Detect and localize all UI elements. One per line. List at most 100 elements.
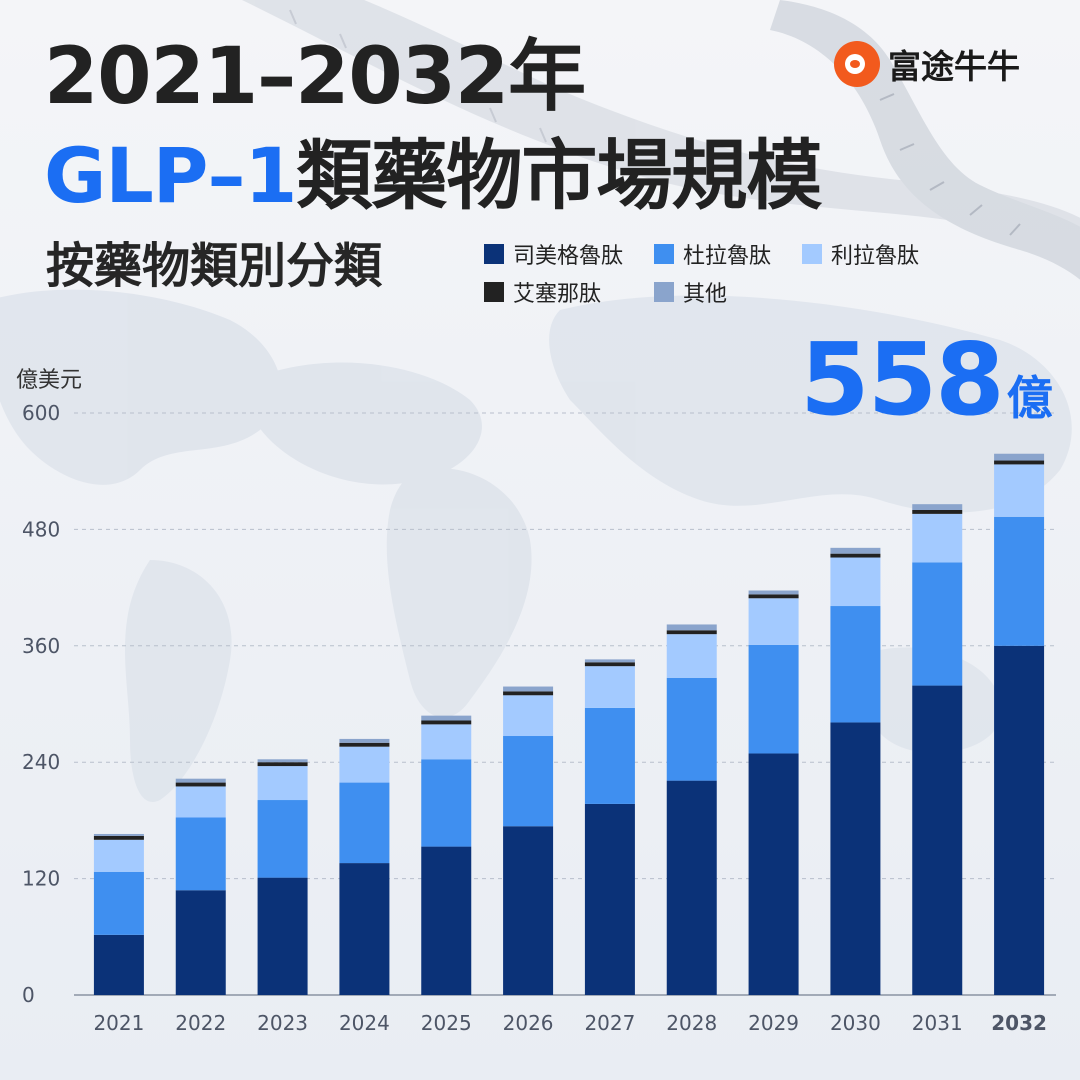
legend-swatch xyxy=(654,244,674,264)
bar-segment xyxy=(503,686,554,692)
bar-segment xyxy=(748,644,799,754)
x-tick-label: 2028 xyxy=(666,1011,717,1035)
callout-value: 558 xyxy=(800,321,1005,438)
x-tick-label: 2030 xyxy=(830,1011,881,1035)
x-tick-label: 2029 xyxy=(748,1011,799,1035)
chart-legend: 司美格魯肽 杜拉魯肽 利拉魯肽 艾塞那肽 其他 xyxy=(484,238,952,308)
bar-segment xyxy=(912,685,963,995)
bar-segment xyxy=(175,890,226,995)
x-tick-label: 2021 xyxy=(93,1011,144,1035)
bar-segment xyxy=(666,634,717,678)
legend-label: 杜拉魯肽 xyxy=(683,244,772,269)
page-title-line2: GLP–1類藥物市場規模 xyxy=(44,138,822,214)
total-2032-callout: 558億 xyxy=(800,330,1053,430)
x-tick-label: 2023 xyxy=(257,1011,308,1035)
x-tick-label: 2022 xyxy=(175,1011,226,1035)
bar-segment xyxy=(666,780,717,995)
legend-item-other: 其他 xyxy=(654,276,802,308)
bar-segment xyxy=(175,782,226,787)
bar-segment xyxy=(503,695,554,737)
bar-segment xyxy=(584,662,635,667)
legend-label: 司美格魯肽 xyxy=(513,244,624,269)
bar-segment xyxy=(912,510,963,514)
bar-segment xyxy=(93,839,144,872)
bar-segment xyxy=(584,707,635,804)
bar-segment xyxy=(994,460,1045,465)
legend-item-semaglutide: 司美格魯肽 xyxy=(484,238,654,270)
bar-segment xyxy=(93,833,144,836)
x-tick-label: 2025 xyxy=(421,1011,472,1035)
bar-segment xyxy=(830,606,881,723)
bar-segment xyxy=(994,464,1045,517)
legend-label: 利拉魯肽 xyxy=(831,244,920,269)
bar-segment xyxy=(584,666,635,708)
bar-segment xyxy=(748,590,799,595)
bar-segment xyxy=(503,691,554,696)
y-tick-label: 480 xyxy=(22,517,60,541)
bar-segment xyxy=(830,553,881,558)
bar-segment xyxy=(584,803,635,995)
bar-segment xyxy=(666,630,717,635)
legend-item-dulaglutide: 杜拉魯肽 xyxy=(654,238,802,270)
bar-segment xyxy=(339,746,390,783)
title-highlight: GLP–1 xyxy=(44,131,297,220)
legend-swatch xyxy=(654,282,674,302)
legend-swatch xyxy=(484,244,504,264)
y-tick-label: 0 xyxy=(22,983,35,1007)
bar-segment xyxy=(748,598,799,645)
y-axis-unit-label: 億美元 xyxy=(16,368,83,393)
bar-segment xyxy=(994,453,1045,461)
bar-segment xyxy=(421,715,472,721)
bar-segment xyxy=(93,835,144,840)
y-tick-label: 360 xyxy=(22,634,60,658)
page-title-line1: 2021–2032年 xyxy=(44,32,586,122)
bar-segment xyxy=(175,817,226,891)
bar-segment xyxy=(339,782,390,864)
bar-segment xyxy=(93,871,144,935)
subtitle: 按藥物類別分類 xyxy=(46,238,383,294)
bar-segment xyxy=(912,504,963,510)
bar-segment xyxy=(257,762,308,767)
bar-segment xyxy=(503,736,554,827)
x-tick-label: 2031 xyxy=(912,1011,963,1035)
bar-segment xyxy=(421,720,472,725)
x-tick-label: 2026 xyxy=(503,1011,554,1035)
legend-swatch xyxy=(484,282,504,302)
bar-segment xyxy=(257,766,308,801)
bar-segment xyxy=(830,722,881,995)
bar-segment xyxy=(748,753,799,995)
bar-segment xyxy=(421,724,472,760)
bar-segment xyxy=(93,934,144,995)
bar-segment xyxy=(503,826,554,995)
x-tick-label: 2024 xyxy=(339,1011,390,1035)
bar-segment xyxy=(339,742,390,747)
bar-segment xyxy=(830,547,881,554)
bar-segment xyxy=(175,778,226,783)
legend-label: 其他 xyxy=(683,282,728,307)
bar-segment xyxy=(339,738,390,743)
brand-name: 富途牛牛 xyxy=(888,47,1020,86)
legend-item-exenatide: 艾塞那肽 xyxy=(484,276,654,308)
callout-unit: 億 xyxy=(1006,371,1053,425)
bar-segment xyxy=(175,786,226,818)
bar-segment xyxy=(257,877,308,995)
legend-swatch xyxy=(802,244,822,264)
bar-segment xyxy=(994,645,1045,995)
bar-segment xyxy=(421,846,472,995)
title-rest: 類藥物市場規模 xyxy=(296,131,822,220)
bar-segment xyxy=(830,557,881,607)
bar-segment xyxy=(421,759,472,847)
x-tick-label: 2027 xyxy=(584,1011,635,1035)
bar-segment xyxy=(257,759,308,763)
bar-segment xyxy=(994,516,1045,646)
y-tick-label: 240 xyxy=(22,750,60,774)
bar-segment xyxy=(584,659,635,663)
futu-bull-logo-icon xyxy=(834,41,880,87)
y-tick-label: 120 xyxy=(22,867,60,891)
bar-segment xyxy=(666,677,717,781)
legend-item-liraglutide: 利拉魯肽 xyxy=(802,238,952,270)
bar-segment xyxy=(339,863,390,995)
bar-segment xyxy=(912,513,963,563)
legend-label: 艾塞那肽 xyxy=(513,282,602,307)
y-tick-label: 600 xyxy=(22,401,60,425)
